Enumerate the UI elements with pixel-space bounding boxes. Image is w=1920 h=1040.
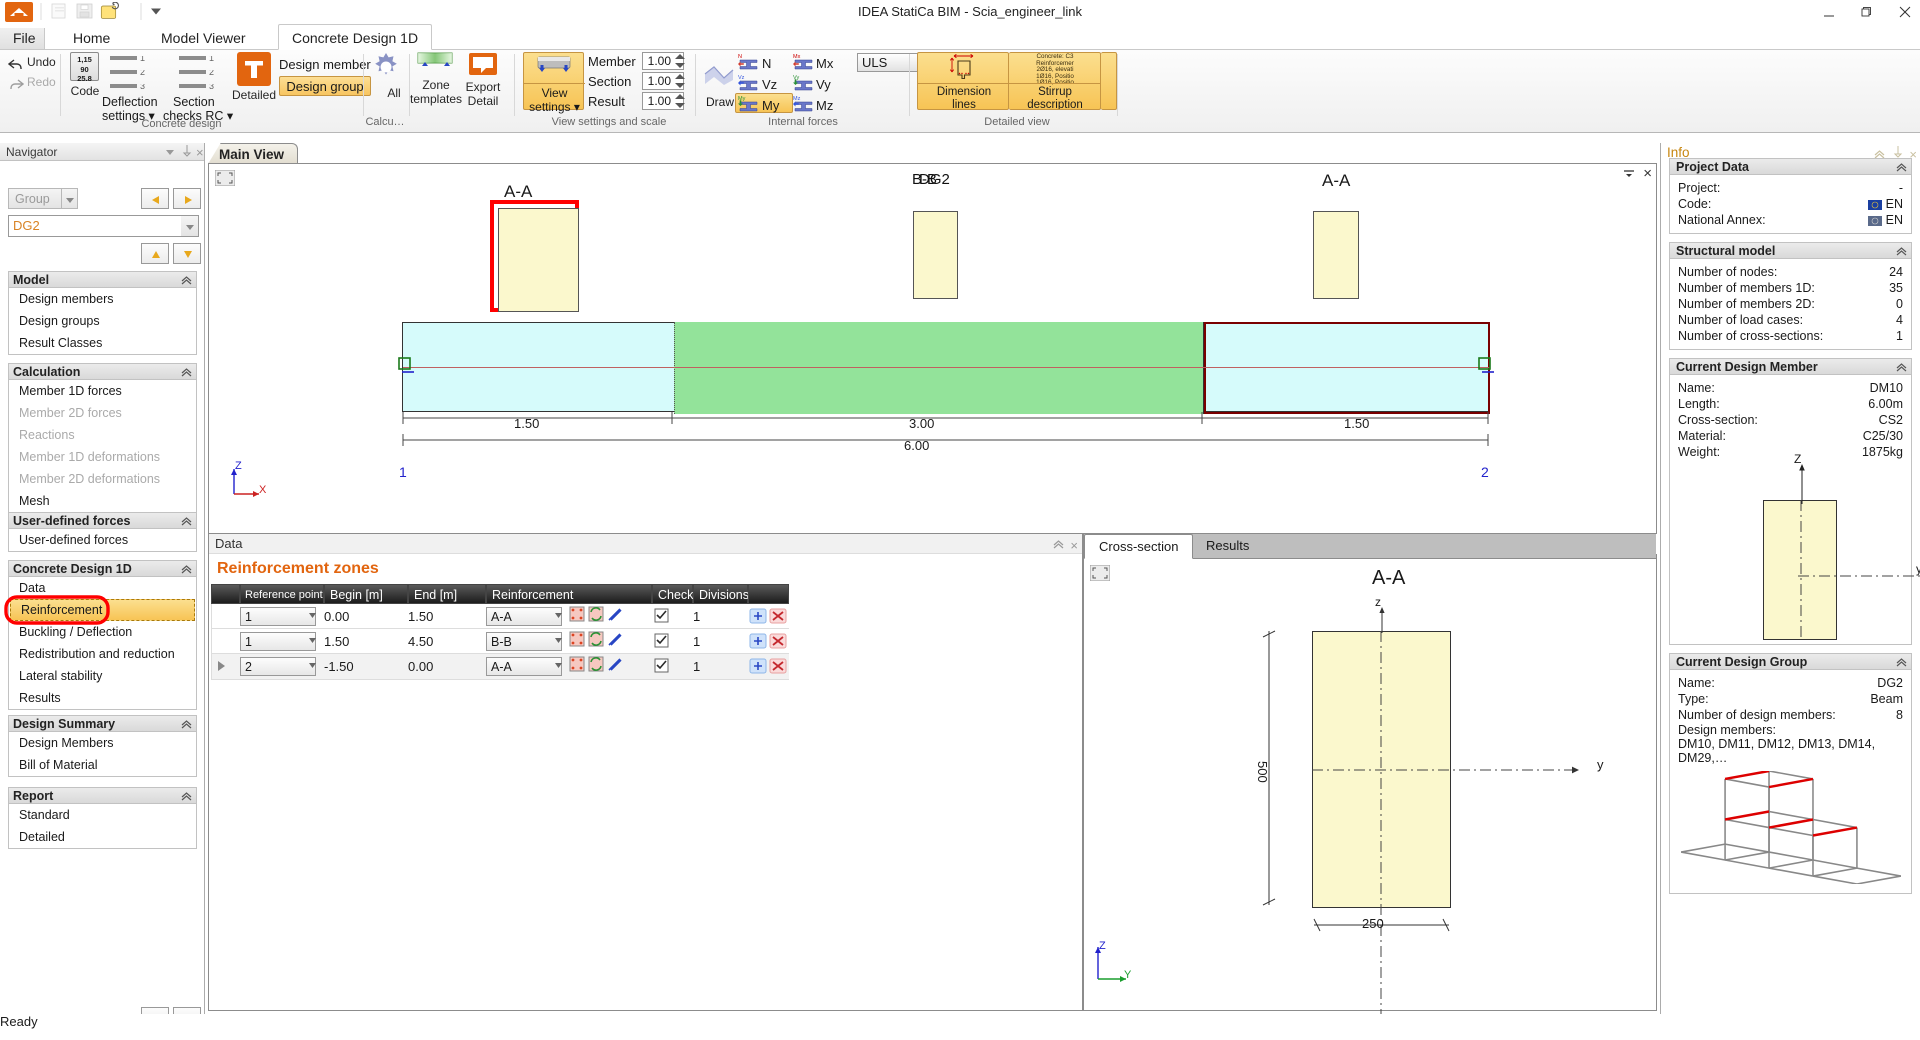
svg-text:3: 3 bbox=[140, 84, 145, 91]
svg-text:Y: Y bbox=[1124, 969, 1132, 981]
svg-text:3: 3 bbox=[209, 84, 214, 91]
svg-text:Z: Z bbox=[235, 460, 242, 472]
svg-text:X: X bbox=[259, 484, 267, 496]
svg-text:2: 2 bbox=[209, 70, 214, 77]
svg-text:Mz: Mz bbox=[793, 96, 801, 102]
svg-text:1: 1 bbox=[209, 56, 214, 63]
svg-text:N: N bbox=[738, 54, 742, 60]
svg-text:My: My bbox=[738, 96, 746, 102]
svg-text:1: 1 bbox=[140, 56, 145, 63]
svg-text:Z: Z bbox=[1099, 941, 1106, 952]
svg-text:Mx: Mx bbox=[793, 54, 801, 60]
svg-text:Vz: Vz bbox=[738, 75, 745, 81]
svg-text:2: 2 bbox=[140, 70, 145, 77]
